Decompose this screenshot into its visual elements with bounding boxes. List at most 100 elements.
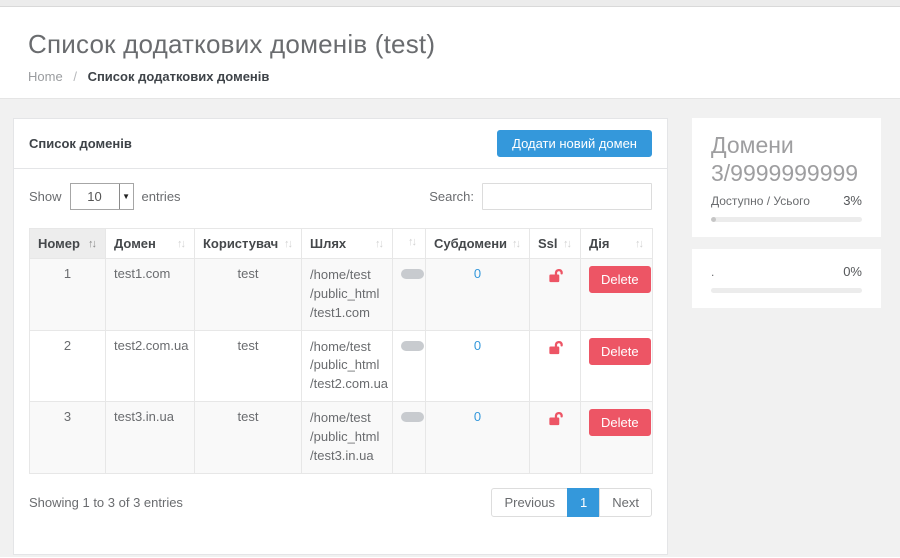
chevron-down-icon: ▼ [118,184,133,209]
table-row: 2 test2.com.ua test /home/test /public_h… [29,329,653,403]
cell-user: test [194,258,302,331]
domains-table: Номер ↑↓ Домен ↑↓ Користувач ↑↓ Шлях ↑↓ ↑↓ С… [29,228,653,474]
cell-number: 3 [29,401,106,474]
page-length-select[interactable]: 10 ▼ [69,183,134,210]
cell-subdomains: 0 [425,329,530,403]
search-control: Search: [429,183,652,210]
cell-badge [392,401,426,474]
cell-badge [392,329,426,403]
column-header-ssl[interactable]: Ssl ↑↓ [529,228,581,259]
quota-usage-value: 3/9999999999 [711,160,859,187]
subdomains-link[interactable]: 0 [473,266,482,281]
search-input[interactable] [482,183,652,210]
show-label: Show [29,189,62,204]
sort-icon: ↑↓ [563,237,572,250]
domains-quota-card: Домени 3/9999999999 Доступно / Усього 3% [692,118,881,238]
table-controls: Show 10 ▼ entries Search: [14,169,667,222]
cell-action: Delete [580,401,653,474]
column-header-subdomains[interactable]: Субдомени ↑↓ [425,228,530,259]
quota-progress-fill [711,217,716,223]
sort-icon: ↑↓ [375,237,384,250]
column-header-number[interactable]: Номер ↑↓ [29,228,106,259]
quota-progress-bar [711,217,862,223]
panel-heading: Список доменів Додати новий домен [14,119,667,169]
panel-title: Список доменів [29,136,132,151]
sort-icon: ↑↓ [408,236,417,248]
column-header-user[interactable]: Користувач ↑↓ [194,228,302,259]
quota-title-text: Домени [711,132,794,158]
column-header-empty[interactable]: ↑↓ [392,228,426,259]
showing-entries-text: Showing 1 to 3 of 3 entries [29,494,183,510]
status-pill-badge [401,269,424,279]
page-title: Список додаткових доменів (test) [28,29,436,59]
pagination-previous[interactable]: Previous [491,487,569,517]
cell-subdomains: 0 [425,258,530,331]
cell-number: 1 [29,258,106,331]
sort-icon: ↑↓ [512,237,521,250]
cell-user: test [194,329,302,403]
quota-sub-row: Доступно / Усього 3% [711,193,862,208]
cell-ssl [529,329,581,403]
breadcrumb-separator: / [73,69,77,84]
cell-path: /home/test /public_html /test3.in.ua [301,401,393,474]
page-header: Список додаткових доменів (test) Home / … [0,7,900,98]
search-label: Search: [429,189,474,204]
quota-percent: 3% [843,193,862,209]
table-row: 3 test3.in.ua test /home/test /public_ht… [29,401,653,474]
delete-button[interactable]: Delete [589,409,651,437]
subdomains-link[interactable]: 0 [473,409,482,425]
column-header-action[interactable]: Дія ↑↓ [580,228,653,259]
secondary-sub-row: . 0% [711,264,862,279]
entries-label: entries [141,189,181,204]
sort-icon: ↑↓ [284,237,293,250]
secondary-quota-card: . 0% [692,249,881,309]
pagination-page-1[interactable]: 1 [567,487,601,517]
cell-badge [392,258,426,331]
domains-panel: Список доменів Додати новий домен Show 1… [13,118,668,555]
delete-button[interactable]: Delete [589,337,651,365]
top-navbar [0,0,900,7]
delete-button[interactable]: Delete [589,266,651,293]
cell-subdomains: 0 [425,401,530,474]
breadcrumb-home-link[interactable]: Home [28,69,63,84]
quota-card-title: Домени 3/9999999999 [711,131,862,187]
cell-domain: test2.com.ua [105,329,195,403]
unlock-icon[interactable] [547,267,564,284]
unlock-icon[interactable] [547,410,564,427]
content-area: Список доменів Додати новий домен Show 1… [0,98,900,557]
cell-ssl [529,401,581,474]
subdomains-link[interactable]: 0 [473,337,482,353]
sort-icon: ↑↓ [635,237,644,250]
cell-ssl [529,258,581,331]
column-header-path[interactable]: Шлях ↑↓ [301,228,393,259]
page-length-value: 10 [87,189,102,204]
cell-path: /home/test /public_html /test2.com.ua [301,329,393,403]
add-domain-button[interactable]: Додати новий домен [497,130,652,157]
cell-user: test [194,401,302,474]
table-row: 1 test1.com test /home/test /public_html… [29,258,653,331]
status-pill-badge [401,412,424,423]
breadcrumb: Home / Список додаткових доменів [28,69,872,84]
cell-number: 2 [29,329,106,403]
sort-icon: ↑↓ [88,237,97,250]
table-footer: Showing 1 to 3 of 3 entries Previous 1 N… [14,474,667,531]
cell-path: /home/test /public_html /test1.com [301,258,393,331]
sidebar: Домени 3/9999999999 Доступно / Усього 3%… [692,118,881,309]
pagination: Previous 1 Next [491,487,652,517]
cell-domain: test3.in.ua [105,401,195,474]
cell-action: Delete [580,258,653,331]
cell-domain: test1.com [105,258,195,331]
quota-subtitle: Доступно / Усього [711,194,810,209]
secondary-percent: 0% [843,264,862,280]
secondary-label: . [711,265,715,280]
status-pill-badge [401,340,424,351]
cell-action: Delete [580,329,653,403]
unlock-icon[interactable] [547,339,564,356]
column-header-domain[interactable]: Домен ↑↓ [105,228,195,259]
pagination-next[interactable]: Next [599,487,652,517]
breadcrumb-current: Список додаткових доменів [87,69,270,84]
secondary-progress-bar [711,288,862,294]
sort-icon: ↑↓ [177,237,186,250]
table-header-row: Номер ↑↓ Домен ↑↓ Користувач ↑↓ Шлях ↑↓ ↑↓ С… [29,228,653,259]
page-length-control: Show 10 ▼ entries [29,183,181,210]
